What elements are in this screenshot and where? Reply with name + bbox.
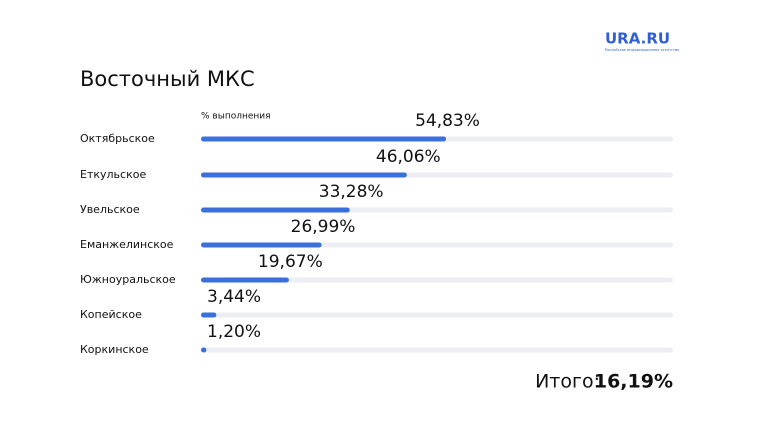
track [201,277,673,283]
category-label: Южноуральское [80,273,176,286]
value-label: 26,99% [291,217,356,237]
category-label: Копейское [80,308,142,321]
axis-label: % выполнения [201,112,271,122]
bar [201,207,350,213]
bar [201,172,407,178]
value-label: 19,67% [258,252,323,272]
value-label: 46,06% [376,147,441,167]
value-label: 3,44% [207,287,261,307]
category-label: Коркинское [80,343,149,356]
chart-title: Восточный МКС [80,67,255,91]
total-label: Итого: [535,371,600,393]
track [201,312,673,318]
value-label: 54,83% [415,111,480,131]
category-label: Еманжелинское [80,238,174,251]
bar [201,347,207,353]
brand-tagline: Российское информационное агентство [605,48,679,52]
bar [201,277,289,283]
category-label: Увельское [80,203,140,216]
value-label: 33,28% [319,182,384,202]
bar [201,136,447,142]
track [201,347,673,353]
bar [201,312,217,318]
bar [201,242,322,248]
total-value: 16,19% [594,371,673,393]
brand-logo: URA.RU [605,30,670,48]
value-label: 1,20% [207,322,261,342]
category-label: Еткульское [80,168,146,181]
category-label: Октябрьское [80,132,155,145]
